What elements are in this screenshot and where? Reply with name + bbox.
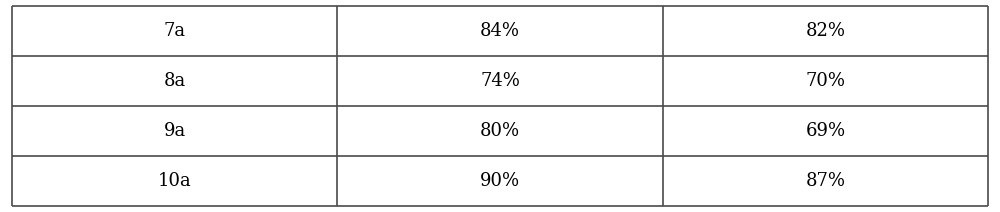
Text: 87%: 87% bbox=[805, 172, 845, 190]
Text: 7a: 7a bbox=[163, 22, 186, 40]
Text: 69%: 69% bbox=[805, 122, 846, 140]
Text: 10a: 10a bbox=[158, 172, 191, 190]
Text: 74%: 74% bbox=[480, 72, 520, 90]
Text: 84%: 84% bbox=[480, 22, 520, 40]
Text: 80%: 80% bbox=[480, 122, 520, 140]
Text: 9a: 9a bbox=[163, 122, 186, 140]
Text: 70%: 70% bbox=[805, 72, 845, 90]
Text: 8a: 8a bbox=[163, 72, 186, 90]
Text: 82%: 82% bbox=[805, 22, 845, 40]
Text: 90%: 90% bbox=[480, 172, 520, 190]
